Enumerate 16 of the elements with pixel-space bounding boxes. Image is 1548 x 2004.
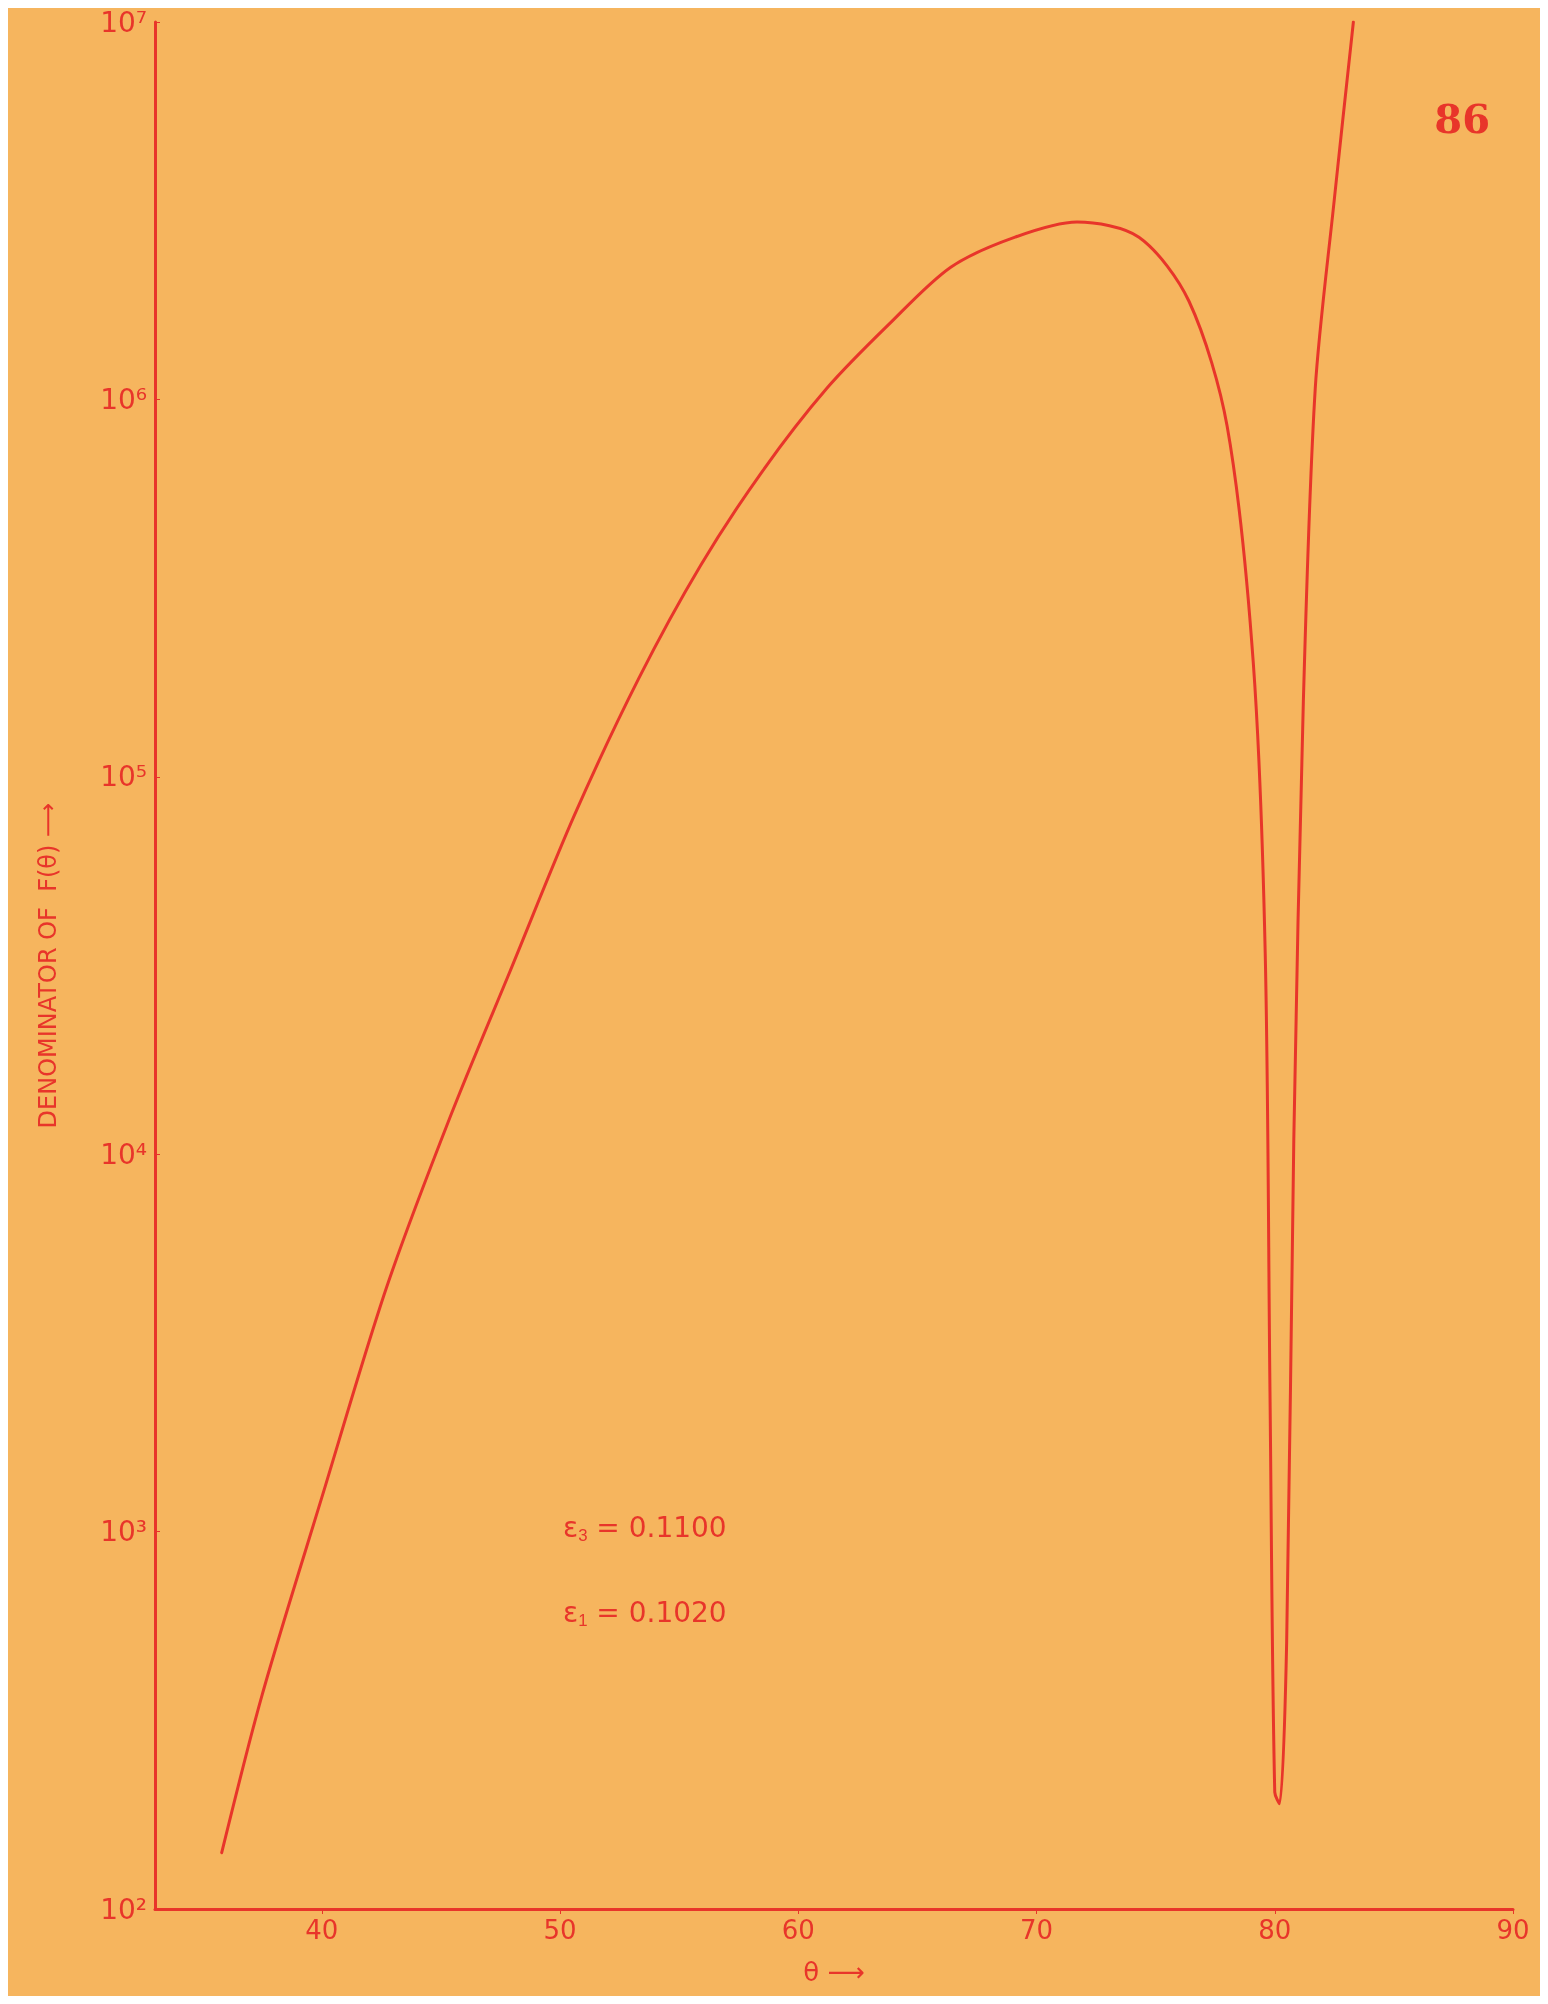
y-tick-label: 10³ <box>100 1515 147 1549</box>
y-tick-label: 10² <box>100 1892 147 1926</box>
x-tick-label: 40 <box>305 1915 339 1945</box>
x-tick-label: 50 <box>543 1915 577 1945</box>
x-tick-label: 80 <box>1258 1915 1292 1945</box>
x-tick-label: 90 <box>1496 1915 1530 1945</box>
y-tick-label: 10⁶ <box>100 382 147 416</box>
y-tick-label: 10⁵ <box>100 760 147 794</box>
y-tick-label: 10⁴ <box>100 1137 147 1171</box>
x-tick-label: 70 <box>1019 1915 1054 1945</box>
x-tick-label: 60 <box>781 1915 815 1945</box>
annotation: 86 <box>1434 94 1491 142</box>
y-axis-title: DENOMINATOR OF F(θ) ⟶ <box>34 802 62 1129</box>
y-tick-label: 10⁷ <box>100 5 147 39</box>
line-series <box>220 20 1355 1855</box>
x-axis-title: θ ⟶ <box>803 1957 865 1987</box>
